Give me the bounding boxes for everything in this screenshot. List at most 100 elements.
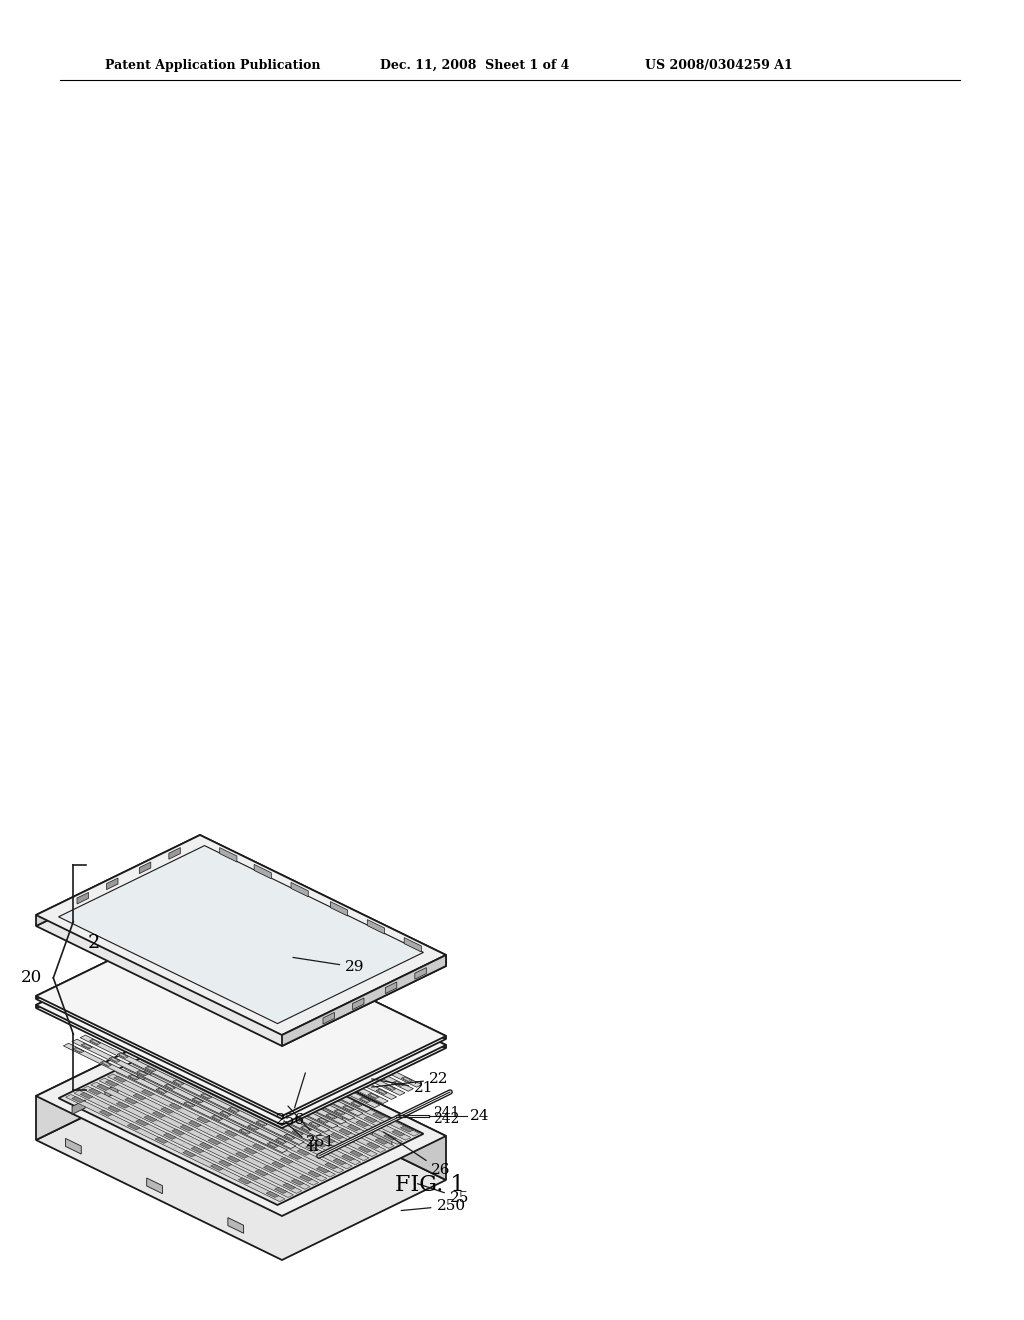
Polygon shape — [308, 1089, 322, 1096]
Polygon shape — [188, 1047, 197, 1051]
Polygon shape — [147, 1002, 372, 1111]
Polygon shape — [191, 1147, 204, 1152]
Polygon shape — [144, 1115, 157, 1122]
Polygon shape — [302, 1126, 310, 1130]
Polygon shape — [366, 1068, 377, 1073]
Polygon shape — [323, 1063, 330, 1067]
Polygon shape — [328, 1107, 341, 1113]
Polygon shape — [273, 1080, 294, 1098]
Polygon shape — [368, 1093, 379, 1098]
Polygon shape — [256, 1121, 267, 1126]
Polygon shape — [301, 1126, 311, 1131]
Polygon shape — [175, 1041, 394, 1148]
Polygon shape — [329, 1057, 340, 1064]
Polygon shape — [401, 1077, 413, 1082]
Polygon shape — [227, 1082, 236, 1085]
Polygon shape — [191, 1034, 411, 1140]
Polygon shape — [343, 1105, 353, 1111]
Polygon shape — [340, 1080, 351, 1085]
Polygon shape — [183, 1038, 402, 1144]
Polygon shape — [344, 1106, 352, 1110]
Polygon shape — [36, 925, 446, 1125]
Polygon shape — [167, 1003, 174, 1007]
Text: US 2008/0304259 A1: US 2008/0304259 A1 — [645, 58, 793, 71]
Polygon shape — [218, 1003, 229, 1008]
Polygon shape — [272, 1080, 286, 1086]
Polygon shape — [217, 1085, 228, 1090]
Polygon shape — [141, 1015, 150, 1019]
Polygon shape — [291, 1105, 299, 1109]
Polygon shape — [150, 1085, 163, 1092]
Polygon shape — [350, 1076, 357, 1080]
Polygon shape — [342, 1155, 354, 1160]
Polygon shape — [306, 1096, 317, 1101]
Polygon shape — [153, 1038, 161, 1041]
Polygon shape — [230, 1101, 244, 1106]
Polygon shape — [72, 1039, 296, 1148]
Polygon shape — [267, 1035, 274, 1039]
Polygon shape — [301, 1044, 312, 1049]
Polygon shape — [83, 1044, 90, 1048]
Polygon shape — [165, 1002, 176, 1008]
Polygon shape — [158, 1089, 166, 1093]
Polygon shape — [97, 1027, 322, 1137]
Polygon shape — [214, 1109, 226, 1114]
Polygon shape — [291, 882, 308, 896]
Polygon shape — [140, 1015, 151, 1020]
Polygon shape — [134, 1044, 145, 1051]
Polygon shape — [214, 1034, 221, 1038]
Polygon shape — [108, 1074, 327, 1181]
Polygon shape — [237, 997, 245, 1001]
Polygon shape — [114, 1019, 338, 1129]
Polygon shape — [361, 1098, 369, 1102]
Polygon shape — [303, 1119, 315, 1126]
Polygon shape — [228, 1074, 241, 1081]
Polygon shape — [147, 1060, 160, 1067]
Polygon shape — [170, 1055, 181, 1060]
Polygon shape — [133, 1094, 145, 1100]
Polygon shape — [400, 1126, 413, 1133]
Polygon shape — [319, 1036, 328, 1040]
Polygon shape — [328, 1114, 335, 1118]
Polygon shape — [114, 1076, 127, 1082]
Polygon shape — [191, 1065, 205, 1072]
Polygon shape — [311, 1115, 324, 1122]
Polygon shape — [36, 846, 446, 1045]
Polygon shape — [403, 1077, 411, 1081]
Polygon shape — [88, 1088, 101, 1094]
Polygon shape — [236, 1077, 244, 1081]
Polygon shape — [36, 928, 446, 1129]
Polygon shape — [175, 1073, 187, 1080]
Polygon shape — [74, 1090, 294, 1197]
Polygon shape — [138, 1071, 146, 1074]
Polygon shape — [347, 1125, 360, 1131]
Polygon shape — [318, 1036, 329, 1041]
Polygon shape — [231, 1051, 243, 1057]
Polygon shape — [111, 1057, 119, 1061]
Polygon shape — [242, 1048, 250, 1052]
Polygon shape — [324, 1088, 335, 1093]
Polygon shape — [228, 1107, 240, 1113]
Text: Patent Application Publication: Patent Application Publication — [105, 58, 321, 71]
Polygon shape — [253, 1069, 260, 1073]
Polygon shape — [272, 1162, 285, 1168]
Polygon shape — [213, 1115, 221, 1119]
Polygon shape — [58, 1027, 424, 1205]
Polygon shape — [331, 1059, 339, 1063]
Polygon shape — [265, 1035, 276, 1040]
Polygon shape — [72, 1100, 85, 1114]
Polygon shape — [183, 1151, 196, 1156]
Polygon shape — [189, 982, 414, 1092]
Polygon shape — [241, 1130, 249, 1133]
Polygon shape — [189, 1039, 202, 1045]
Polygon shape — [300, 1175, 312, 1181]
Polygon shape — [209, 982, 216, 986]
Polygon shape — [212, 1034, 223, 1039]
Polygon shape — [276, 1056, 287, 1063]
Polygon shape — [130, 1011, 354, 1119]
Polygon shape — [233, 1052, 241, 1056]
Polygon shape — [186, 1020, 194, 1024]
Polygon shape — [150, 1053, 369, 1160]
Polygon shape — [159, 1032, 170, 1038]
Polygon shape — [125, 1023, 132, 1027]
